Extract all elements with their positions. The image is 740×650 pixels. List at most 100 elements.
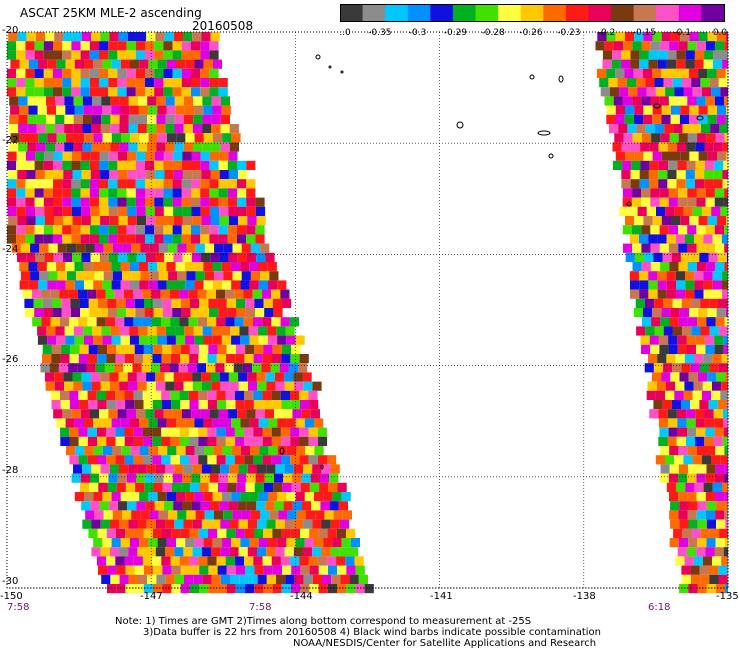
data-cell [127,216,137,226]
data-cell [74,280,84,290]
data-cell [309,482,320,492]
data-cell [669,41,679,51]
data-cell [212,418,222,428]
data-cell [145,151,155,161]
data-cell [222,133,232,143]
data-cell [177,510,187,520]
data-cell [136,170,147,180]
data-cell [7,234,17,244]
data-cell [203,538,213,548]
data-cell [60,400,70,410]
data-cell [173,170,183,180]
data-cell [134,584,144,594]
data-cell [184,105,195,115]
data-cell [243,317,253,327]
data-cell [7,188,17,198]
data-cell [220,142,230,152]
data-cell [694,271,704,281]
data-cell [49,363,59,373]
data-cell [672,78,682,88]
data-cell [715,464,725,474]
data-cell [704,335,715,345]
data-cell [644,252,654,262]
data-cell [158,446,168,456]
data-cell [79,400,89,410]
data-cell [100,372,110,382]
data-cell [666,59,677,69]
data-cell [663,326,673,336]
data-cell [80,188,90,198]
data-cell [62,160,72,170]
data-cell [676,179,686,189]
data-cell [62,188,72,198]
data-cell [266,547,276,557]
data-cell [260,510,270,520]
data-cell [263,344,273,354]
data-cell [686,547,697,557]
data-cell [37,335,48,345]
data-cell [682,528,692,538]
data-cell [712,289,722,299]
data-cell [241,243,251,253]
data-cell [667,436,677,446]
data-cell [128,114,138,124]
data-cell [84,492,94,502]
data-cell [632,96,642,106]
data-cell [107,482,117,492]
data-cell [207,400,218,410]
data-cell [135,68,145,78]
data-cell [181,308,191,318]
data-cell [179,455,189,465]
data-cell [202,114,212,124]
data-cell [36,96,46,106]
data-cell [194,418,204,428]
data-cell [726,252,728,262]
data-cell [676,482,686,492]
data-cell [300,565,310,575]
legend-label: -0.29 [444,28,468,38]
data-cell [268,446,278,456]
data-cell [216,390,226,400]
data-cell [89,482,99,492]
data-cell [59,289,69,299]
data-cell [130,538,140,548]
data-cell [280,556,291,566]
data-cell [126,50,136,60]
data-cell [285,574,295,584]
data-cell [680,151,690,161]
data-cell [75,446,85,456]
data-cell [118,252,128,262]
data-cell [658,436,668,446]
data-cell [721,234,728,244]
data-cell [170,556,180,566]
data-cell [47,133,57,143]
data-cell [688,519,698,529]
data-cell [99,225,109,235]
data-cell [209,41,219,51]
data-cell [172,78,182,88]
data-cell [241,271,251,281]
data-cell [712,59,723,69]
data-cell [258,262,268,272]
data-cell [280,390,290,400]
data-cell [202,142,212,152]
data-cell [207,436,217,446]
data-cell [210,32,220,42]
data-cell [655,87,666,97]
data-cell [8,170,18,180]
data-cell [650,243,660,253]
data-cell [164,32,174,42]
data-cell [115,400,126,410]
data-cell [92,262,103,272]
data-cell [269,510,279,520]
data-cell [45,381,55,391]
data-cell [661,151,671,161]
data-cell [218,308,228,318]
data-cell [240,418,250,428]
data-cell [176,59,186,69]
data-cell [100,216,110,226]
data-cell [678,133,688,143]
data-cell [314,418,324,428]
data-cell [301,473,311,483]
data-cell [715,317,725,327]
